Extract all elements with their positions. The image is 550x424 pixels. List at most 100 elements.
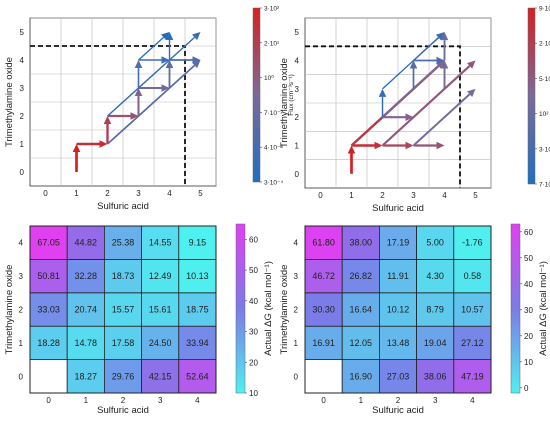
- y-tick-label: 2: [20, 112, 25, 121]
- cell-value: 18.27: [75, 371, 98, 381]
- y-tick-label: 2: [19, 306, 24, 315]
- flux-arrow: [440, 60, 449, 89]
- vector-plot-0: [29, 17, 217, 187]
- cell-value: 24.50: [149, 338, 172, 348]
- flux-arrow: [413, 56, 445, 65]
- colorbar-tick-label: 5·10²: [539, 76, 550, 83]
- x-tick-label: 3: [411, 191, 416, 200]
- cell-value: 19.04: [424, 338, 447, 348]
- y-tick-label: 1: [19, 339, 24, 348]
- cell-value: 44.82: [75, 238, 98, 248]
- y-tick-label: 0: [295, 170, 300, 179]
- cell-value: 16.90: [350, 371, 373, 381]
- cell-value: 13.48: [387, 338, 410, 348]
- colorbar-label: Actual ΔG (kcal mol⁻¹): [538, 261, 549, 356]
- flux-arrow: [382, 141, 414, 150]
- x-tick-label: 3: [136, 189, 141, 198]
- flux-arrow: [138, 84, 170, 92]
- cell-value: 25.38: [112, 238, 135, 248]
- heatmap-cell: [453, 258, 492, 294]
- heatmap-cell: [453, 359, 492, 394]
- x-tick-label: 4: [167, 189, 172, 198]
- cell-value: 12.05: [350, 338, 373, 348]
- colorbar-tick-label: 3·10⁻⁴: [264, 180, 283, 187]
- cell-value: 67.05: [37, 238, 60, 248]
- colorbar: [252, 7, 261, 183]
- x-tick-label: 0: [321, 396, 326, 405]
- x-tick-label: 1: [359, 396, 364, 405]
- heatmap-cell: [104, 258, 143, 294]
- y-tick-label: 3: [19, 272, 24, 281]
- cell-value: 18.75: [186, 305, 209, 315]
- heatmap-3: 16.90 27.03 38.06 47.19 16.91 12.05 13.48 19.04…: [304, 225, 492, 394]
- flux-arrow: [413, 141, 445, 150]
- cell-value: 20.74: [75, 305, 98, 315]
- x-axis-label: Sulfuric acid: [372, 203, 424, 214]
- y-tick-label: 0: [294, 372, 299, 381]
- x-tick-label: 1: [349, 191, 354, 200]
- cell-value: 27.12: [461, 338, 484, 348]
- flux-arrow: [76, 140, 108, 148]
- y-tick-label: 4: [19, 239, 24, 248]
- cell-value: 5.00: [426, 238, 444, 248]
- cell-value: 29.76: [112, 371, 135, 381]
- cell-value: 11.91: [387, 271, 409, 281]
- x-tick-label: 2: [380, 191, 385, 200]
- colorbar-tick-label: 2·10³: [539, 41, 550, 48]
- colorbar-tick-label: 60: [524, 228, 533, 237]
- x-tick-label: 1: [74, 189, 79, 198]
- flux-arrow: [412, 32, 445, 62]
- x-tick-label: 3: [433, 396, 438, 405]
- cell-value: 18.73: [112, 271, 135, 281]
- cell-value: 17.19: [387, 238, 410, 248]
- x-tick-label: 3: [158, 396, 163, 405]
- cell-value: 27.03: [387, 371, 410, 381]
- cell-value: 52.64: [186, 371, 209, 381]
- x-tick-label: 4: [195, 396, 200, 405]
- flux-arrow: [165, 60, 174, 88]
- x-tick-label: 0: [43, 189, 48, 198]
- colorbar: [527, 7, 536, 185]
- colorbar-tick-label: 10²: [539, 111, 549, 118]
- flux-arrow: [378, 88, 387, 118]
- cell-value: 16.91: [312, 338, 335, 348]
- heatmap-cell: [378, 325, 417, 361]
- cell-value: 15.57: [112, 305, 135, 315]
- heatmap-cell: [29, 225, 68, 260]
- colorbar-tick-label: 0: [524, 384, 529, 393]
- heatmap-cell: [141, 225, 180, 260]
- x-tick-label: 0: [46, 396, 51, 405]
- colorbar-tick-label: 40: [524, 280, 533, 289]
- heatmap-cell: [304, 325, 343, 361]
- flux-arrow: [72, 144, 81, 172]
- heatmap-cell: [141, 258, 180, 294]
- heatmap-cell: [141, 359, 180, 394]
- x-tick-label: 5: [198, 189, 203, 198]
- cell-value: 0.58: [464, 271, 482, 281]
- colorbar-tick-label: 50: [524, 254, 533, 263]
- colorbar-tick-label: 2·10¹: [264, 40, 280, 47]
- heatmap-cell: [104, 325, 143, 361]
- cell-value: 33.94: [186, 338, 209, 348]
- y-tick-label: 0: [19, 372, 24, 381]
- heatmap-cell: [341, 325, 380, 361]
- cell-value: 15.61: [149, 305, 172, 315]
- flux-arrow: [440, 32, 449, 61]
- cell-value: 38.00: [350, 238, 373, 248]
- colorbar-tick-label: 3·10²: [264, 6, 280, 13]
- heatmap-cell: [66, 225, 105, 260]
- y-tick-label: 5: [295, 28, 300, 37]
- heatmap-cell: [341, 359, 380, 394]
- dashed-marker: [305, 45, 461, 188]
- y-tick-label: 1: [294, 339, 299, 348]
- cell-value: 18.28: [37, 338, 60, 348]
- heatmap-cell: [29, 325, 68, 361]
- cell-value: 33.03: [37, 305, 60, 315]
- flux-arrow: [134, 60, 143, 88]
- colorbar-label: Flux (cm⁻³s⁻¹): [288, 74, 295, 116]
- cell-value: 38.06: [424, 371, 447, 381]
- y-axis-label: Trimethylamine oxide: [4, 57, 15, 147]
- heatmap-cell: [378, 225, 417, 260]
- heatmap-cell: [66, 325, 105, 361]
